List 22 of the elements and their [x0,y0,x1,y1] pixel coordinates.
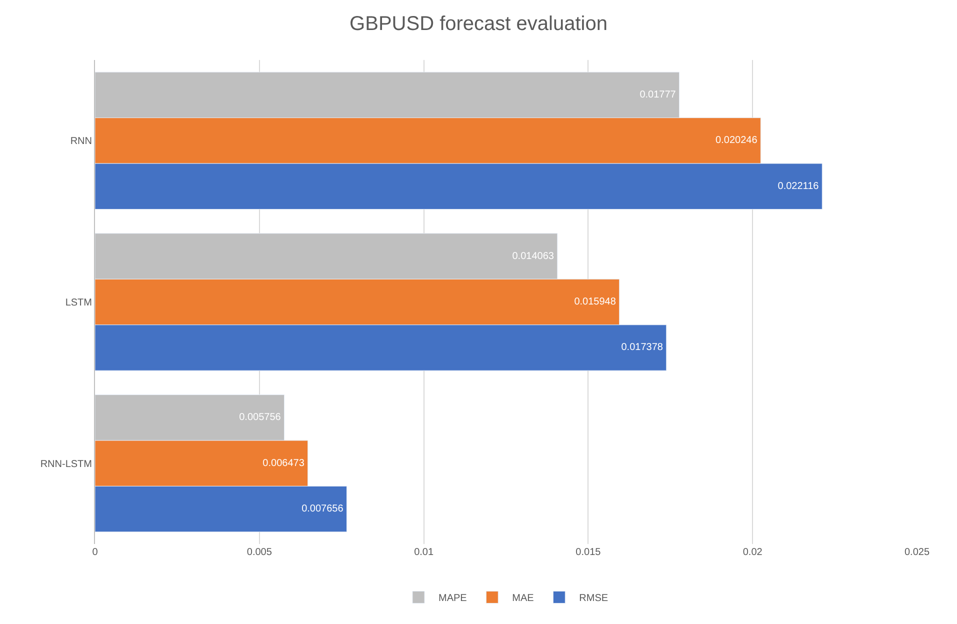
x-tick-label: 0 [92,547,98,558]
data-label: 0.017378 [621,342,664,354]
legend-label: MAPE [438,593,468,604]
legend-label: MAE [512,593,534,604]
x-tick-label: 0.01 [414,547,434,558]
data-label: 0.005756 [239,412,282,424]
x-tick-label: 0.005 [246,547,272,558]
data-label: 0.006473 [262,458,305,469]
y-tick-label: LSTM [65,298,92,308]
x-tick-label: 0.025 [904,547,930,558]
data-label: 0.01777 [640,89,676,100]
y-tick-label: RNN-LSTM [40,458,92,470]
y-tick-label: RNN [70,136,92,148]
x-tick-label: 0.015 [576,547,602,558]
chart-title: GBPUSD forecast evaluation [350,13,608,35]
data-label: 0.007656 [302,504,344,515]
data-label: 0.022116 [778,180,820,192]
data-label: 0.015948 [574,296,616,308]
data-label: 0.020246 [716,135,758,146]
data-label: 0.014063 [512,250,554,262]
legend-label: RMSE [579,593,608,604]
x-tick-label: 0.02 [742,547,763,558]
